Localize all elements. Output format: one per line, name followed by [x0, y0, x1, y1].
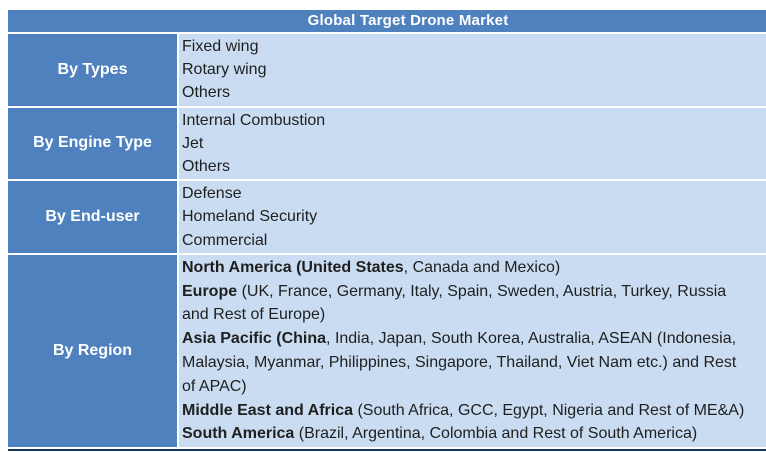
cell-line: Homeland Security: [182, 208, 318, 226]
cell-line: Others: [182, 158, 231, 176]
row-label-end-user: By End-user: [8, 181, 177, 253]
region-line-bold: Asia Pacific (China: [182, 330, 327, 348]
row-values-engine-type: Internal Combustion Jet Others: [179, 107, 766, 180]
region-line-text: , India, Japan, South Korea, Australia, …: [326, 330, 737, 348]
table-title: Global Target Drone Market: [8, 10, 766, 32]
region-line: Malaysia, Myanmar, Philippines, Singapor…: [182, 351, 766, 375]
cell-line: Others: [182, 84, 231, 102]
table-row-engine-type: By Engine Type Internal Combustion Jet O…: [8, 107, 766, 180]
region-line: and Rest of Europe): [182, 303, 766, 327]
cell-line: Defense: [182, 185, 242, 203]
table-row-types: By Types Fixed wing Rotary wing Others: [8, 34, 766, 106]
region-line-text: (South Africa, GCC, Egypt, Nigeria and R…: [353, 401, 745, 419]
cell-line: Internal Combustion: [182, 111, 326, 129]
cell-line: Jet: [182, 134, 204, 152]
region-line-text: Malaysia, Myanmar, Philippines, Singapor…: [182, 354, 737, 372]
row-label-engine-type: By Engine Type: [8, 107, 177, 180]
table-bottom-border: [8, 449, 766, 452]
region-line-bold: Middle East and Africa: [182, 401, 353, 419]
region-line: Asia Pacific (China, India, Japan, South…: [182, 327, 766, 351]
row-label-region: By Region: [8, 254, 177, 448]
region-line: Europe (UK, France, Germany, Italy, Spai…: [182, 280, 766, 304]
cell-line: Rotary wing: [182, 61, 267, 79]
table-row-end-user: By End-user Defense Homeland Security Co…: [8, 181, 766, 253]
region-line: South America (Brazil, Argentina, Colomb…: [182, 422, 766, 446]
region-line-text: (UK, France, Germany, Italy, Spain, Swed…: [237, 282, 727, 300]
region-line-text: , Canada and Mexico): [403, 258, 561, 276]
region-line: North America (United States, Canada and…: [182, 256, 766, 280]
table-row-region: By Region North America (United States, …: [8, 254, 766, 448]
row-values-types: Fixed wing Rotary wing Others: [179, 34, 766, 106]
region-line-bold: Europe: [182, 282, 238, 300]
cell-line: Fixed wing: [182, 38, 259, 55]
region-line-bold: North America (United States: [182, 258, 404, 276]
cell-line: Commercial: [182, 231, 268, 249]
row-label-types: By Types: [8, 34, 177, 106]
region-line-text: and Rest of Europe): [182, 306, 326, 324]
row-values-end-user: Defense Homeland Security Commercial: [179, 181, 766, 253]
market-segmentation-table: Global Target Drone Market By Types Fixe…: [8, 10, 766, 452]
row-values-region: North America (United States, Canada and…: [179, 254, 766, 448]
region-line: of APAC): [182, 375, 766, 399]
region-line-text: (Brazil, Argentina, Colombia and Rest of…: [294, 425, 698, 443]
region-line-text: of APAC): [182, 377, 247, 395]
region-line-bold: South America: [182, 425, 295, 443]
region-line: Middle East and Africa (South Africa, GC…: [182, 399, 766, 423]
